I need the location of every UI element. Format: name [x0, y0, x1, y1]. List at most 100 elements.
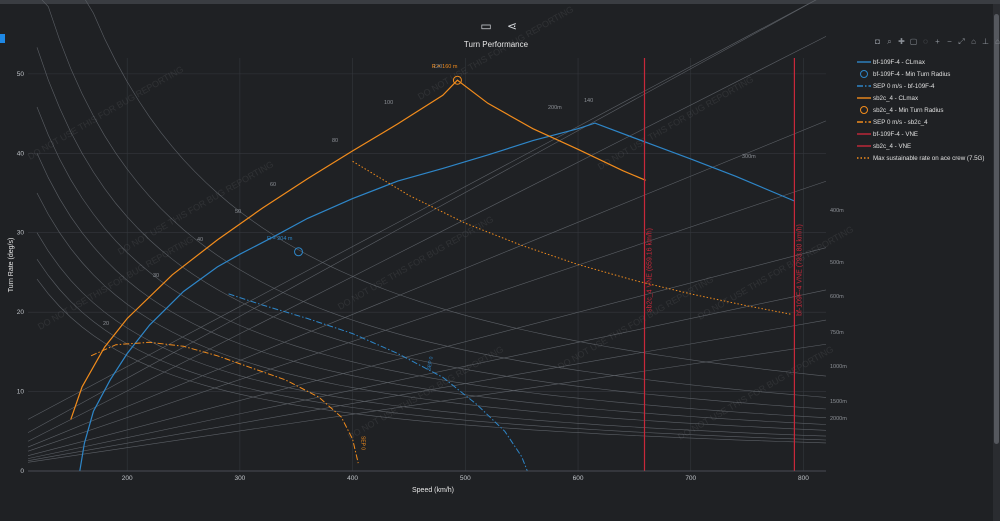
legend-item[interactable]: bf-109F-4 - CLmax — [857, 56, 997, 68]
camera-icon[interactable]: ◘ — [875, 37, 880, 46]
load-isoline-label: 1000m — [830, 364, 847, 370]
legend-label: sb2c_4 - Min Turn Radius — [873, 106, 944, 114]
load-isoline — [36, 153, 827, 425]
legend-symbol — [857, 157, 871, 159]
legend-label: SEP 0 m/s - bf-109F-4 — [873, 82, 935, 90]
load-isoline — [41, 0, 827, 398]
autoscale-icon[interactable]: ⤢ — [958, 37, 965, 46]
scrollbar[interactable] — [993, 4, 1000, 521]
load-isoline-label: 200m — [548, 105, 562, 111]
radius-isoline — [27, 247, 827, 457]
series-annotation: bf-109F-4 VNE (793.80 km/h) — [796, 224, 803, 316]
lasso-icon[interactable]: ◌ — [923, 37, 928, 46]
x-tick-label: 600 — [573, 475, 584, 482]
x-tick-label: 200 — [122, 475, 133, 482]
watermark-text: DO NOT USE THIS FOR BUG REPORTING — [336, 214, 495, 312]
series-annotation: sb2c_4 VNE (659.16 km/h) — [647, 228, 654, 312]
load-isoline — [85, 0, 827, 377]
radius-isoline-label: 30 — [153, 273, 159, 279]
watermark-text: DO NOT USE THIS FOR BUG REPORTING — [416, 4, 575, 102]
radius-isoline-label: 100 — [384, 100, 393, 106]
isolines: 20 30 40 50 60 80 100 120 140 200m 300m 400m 500m 600… — [27, 0, 847, 463]
chart-toolbar: ▭ ⋖ — [478, 18, 520, 34]
x-tick-label: 800 — [798, 475, 809, 482]
x-tick-label: 300 — [234, 475, 245, 482]
watermark-text: DO NOT USE THIS FOR BUG REPORTING — [116, 159, 275, 257]
top-bar — [0, 0, 1000, 4]
radius-isoline-label: 40 — [197, 237, 203, 243]
series-annotation: SEP 0 — [426, 356, 434, 371]
scroll-thumb[interactable] — [994, 14, 999, 444]
zoom-out-icon[interactable]: − — [947, 37, 952, 46]
watermark-text: DO NOT USE THIS FOR BUG REPORTING — [596, 74, 755, 172]
series-line — [228, 293, 528, 472]
series-line — [90, 341, 359, 464]
radius-isoline-label: 20 — [103, 321, 109, 327]
y-tick-label: 30 — [17, 230, 25, 237]
legend-item[interactable]: sb2c_4 - CLmax — [857, 92, 997, 104]
radius-isoline — [27, 319, 827, 461]
radius-isoline-label: 80 — [332, 138, 338, 144]
share-icon[interactable]: ⋖ — [506, 19, 518, 33]
x-axis-title: Speed (km/h) — [412, 487, 454, 494]
modebar: ◘ ⌕ ✚ ▢ ◌ + − ⤢ ⌂ ⊥ ⌂ ≡ — [873, 37, 1000, 46]
radius-isoline — [27, 36, 827, 442]
min-turn-radius-marker — [452, 75, 462, 85]
radius-isoline — [27, 0, 817, 433]
y-tick-label: 20 — [17, 309, 25, 316]
legend-item[interactable]: sb2c_4 - Min Turn Radius — [857, 104, 997, 116]
load-isoline — [36, 278, 827, 444]
y-tick-label: 40 — [17, 150, 25, 157]
watermark-text: DO NOT USE THIS FOR BUG REPORTING — [346, 344, 505, 442]
load-isoline — [36, 47, 827, 410]
radius-isoline — [27, 0, 817, 420]
spike-icon[interactable]: ⊥ — [982, 37, 989, 46]
load-isoline-label: 750m — [830, 330, 844, 336]
home-icon[interactable]: ⌂ — [995, 37, 1000, 46]
legend-item[interactable]: SEP 0 m/s - sb2c_4 — [857, 116, 997, 128]
legend-item[interactable]: bf-109F-4 - Min Turn Radius — [857, 68, 997, 80]
legend-label: bf-109F-4 - VNE — [873, 130, 919, 138]
radius-isoline — [27, 120, 827, 448]
legend: bf-109F-4 - CLmax bf-109F-4 - Min Turn Ra… — [857, 56, 997, 164]
series-line — [79, 122, 795, 472]
side-tab[interactable] — [0, 34, 5, 43]
pan-icon[interactable]: ✚ — [898, 37, 905, 46]
reset-axes-icon[interactable]: ⌂ — [971, 37, 976, 46]
legend-marker — [860, 70, 868, 78]
watermark-text: DO NOT USE THIS FOR BUG REPORTING — [556, 274, 715, 372]
watermark-text: DO NOT USE THIS FOR BUG REPORTING — [696, 224, 855, 322]
legend-label: bf-109F-4 - CLmax — [873, 58, 925, 66]
chart-title: Turn Performance — [464, 40, 529, 49]
legend-symbol — [860, 106, 868, 114]
table-icon[interactable]: ▭ — [480, 19, 492, 33]
legend-item[interactable]: Max sustainable rate on ace crew (7.5G) — [857, 152, 997, 164]
legend-item[interactable]: sb2c_4 - VNE — [857, 140, 997, 152]
series-line — [70, 79, 646, 420]
legend-item[interactable]: SEP 0 m/s - bf-109F-4 — [857, 80, 997, 92]
load-isoline-label: 600m — [830, 294, 844, 300]
zoom-icon[interactable]: ⌕ — [887, 37, 892, 46]
legend-symbol — [857, 61, 871, 63]
box-select-icon[interactable]: ▢ — [909, 37, 918, 46]
y-axis-title: Turn Rate (deg/s) — [8, 238, 15, 293]
min-turn-radius-label: R = 204 m — [267, 236, 293, 242]
x-tick-label: 500 — [460, 475, 471, 482]
radius-isoline-label: 60 — [270, 182, 276, 188]
radius-isoline — [27, 180, 827, 452]
legend-label: SEP 0 m/s - sb2c_4 — [873, 118, 928, 126]
legend-symbol — [857, 121, 871, 123]
radius-isoline — [27, 343, 827, 463]
load-isoline-label: 2000m — [830, 416, 847, 422]
legend-item[interactable]: bf-109F-4 - VNE — [857, 128, 997, 140]
load-isoline — [36, 232, 827, 437]
legend-symbol — [860, 70, 868, 78]
x-tick-label: 400 — [347, 475, 358, 482]
load-isoline — [36, 259, 827, 441]
radius-isoline — [27, 289, 827, 459]
load-isoline — [36, 192, 827, 431]
legend-symbol — [857, 133, 871, 135]
zoom-in-icon[interactable]: + — [935, 37, 940, 46]
y-tick-label: 0 — [20, 468, 24, 475]
